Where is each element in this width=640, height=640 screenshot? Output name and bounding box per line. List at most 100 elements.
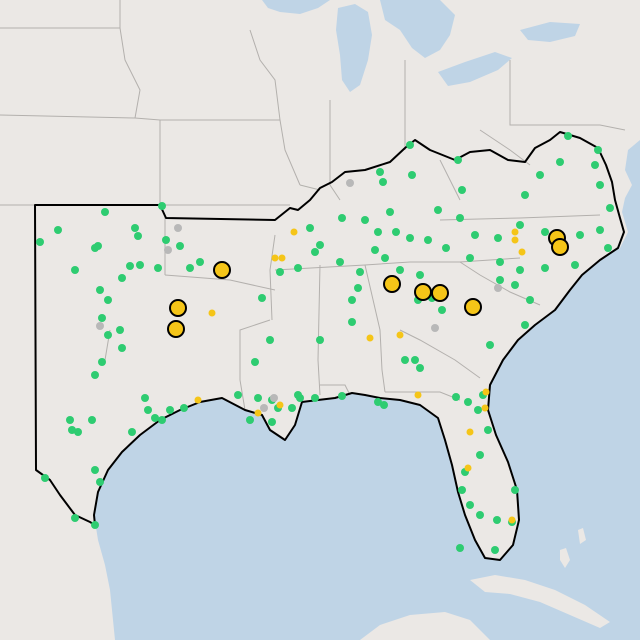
map-marker-green[interactable] xyxy=(442,244,450,252)
map-marker-gray[interactable] xyxy=(174,224,182,232)
map-marker-green[interactable] xyxy=(74,428,82,436)
map-marker-green[interactable] xyxy=(476,511,484,519)
map-marker-green[interactable] xyxy=(336,258,344,266)
map-marker-green[interactable] xyxy=(516,221,524,229)
map-marker-green[interactable] xyxy=(491,546,499,554)
map-marker-green[interactable] xyxy=(66,416,74,424)
map-marker-green[interactable] xyxy=(406,234,414,242)
map-marker-green[interactable] xyxy=(180,404,188,412)
map-marker-large-yellow[interactable] xyxy=(383,275,401,293)
map-marker-large-yellow[interactable] xyxy=(167,320,185,338)
map-marker-green[interactable] xyxy=(288,404,296,412)
map-marker-green[interactable] xyxy=(380,401,388,409)
map-marker-green[interactable] xyxy=(434,206,442,214)
map-marker-large-yellow[interactable] xyxy=(464,298,482,316)
map-marker-green[interactable] xyxy=(526,296,534,304)
map-marker-green[interactable] xyxy=(356,268,364,276)
map-marker-large-yellow[interactable] xyxy=(213,261,231,279)
map-marker-green[interactable] xyxy=(71,266,79,274)
map-marker-green[interactable] xyxy=(136,261,144,269)
map-marker-gray[interactable] xyxy=(431,324,439,332)
map-marker-green[interactable] xyxy=(541,228,549,236)
map-marker-green[interactable] xyxy=(521,191,529,199)
map-marker-yellow[interactable] xyxy=(208,309,216,317)
map-marker-green[interactable] xyxy=(104,296,112,304)
map-marker-green[interactable] xyxy=(311,248,319,256)
map-marker-green[interactable] xyxy=(268,418,276,426)
map-marker-green[interactable] xyxy=(474,406,482,414)
map-marker-green[interactable] xyxy=(311,394,319,402)
map-marker-green[interactable] xyxy=(401,356,409,364)
map-marker-green[interactable] xyxy=(141,394,149,402)
map-marker-yellow[interactable] xyxy=(511,236,519,244)
map-marker-green[interactable] xyxy=(408,171,416,179)
map-marker-green[interactable] xyxy=(371,246,379,254)
map-marker-green[interactable] xyxy=(96,478,104,486)
map-marker-green[interactable] xyxy=(166,406,174,414)
map-marker-green[interactable] xyxy=(454,156,462,164)
map-marker-green[interactable] xyxy=(96,286,104,294)
map-marker-green[interactable] xyxy=(396,266,404,274)
map-marker-yellow[interactable] xyxy=(290,228,298,236)
map-marker-green[interactable] xyxy=(571,261,579,269)
map-marker-green[interactable] xyxy=(476,451,484,459)
map-marker-green[interactable] xyxy=(452,393,460,401)
map-marker-green[interactable] xyxy=(131,224,139,232)
map-marker-green[interactable] xyxy=(41,474,49,482)
map-marker-green[interactable] xyxy=(294,391,302,399)
map-marker-green[interactable] xyxy=(338,214,346,222)
map-marker-green[interactable] xyxy=(94,242,102,250)
map-marker-large-yellow[interactable] xyxy=(431,284,449,302)
map-marker-green[interactable] xyxy=(386,208,394,216)
map-marker-green[interactable] xyxy=(494,234,502,242)
map-marker-green[interactable] xyxy=(594,146,602,154)
map-marker-green[interactable] xyxy=(606,204,614,212)
map-marker-green[interactable] xyxy=(361,216,369,224)
map-marker-green[interactable] xyxy=(116,326,124,334)
map-marker-green[interactable] xyxy=(591,161,599,169)
map-marker-green[interactable] xyxy=(521,321,529,329)
map-marker-gray[interactable] xyxy=(494,284,502,292)
map-marker-green[interactable] xyxy=(511,281,519,289)
map-marker-green[interactable] xyxy=(438,306,446,314)
map-marker-green[interactable] xyxy=(118,274,126,282)
map-marker-green[interactable] xyxy=(604,244,612,252)
map-marker-green[interactable] xyxy=(126,262,134,270)
map-marker-green[interactable] xyxy=(144,406,152,414)
map-marker-yellow[interactable] xyxy=(414,391,422,399)
map-marker-yellow[interactable] xyxy=(366,334,374,342)
map-marker-green[interactable] xyxy=(354,284,362,292)
map-marker-green[interactable] xyxy=(246,416,254,424)
map-marker-green[interactable] xyxy=(596,181,604,189)
map-marker-green[interactable] xyxy=(158,416,166,424)
map-marker-green[interactable] xyxy=(254,394,262,402)
map-marker-green[interactable] xyxy=(379,178,387,186)
map-marker-green[interactable] xyxy=(374,228,382,236)
map-marker-green[interactable] xyxy=(564,132,572,140)
map-marker-gray[interactable] xyxy=(346,179,354,187)
map-marker-green[interactable] xyxy=(294,264,302,272)
map-marker-green[interactable] xyxy=(516,266,524,274)
map-marker-green[interactable] xyxy=(424,236,432,244)
map-marker-green[interactable] xyxy=(258,294,266,302)
map-marker-green[interactable] xyxy=(36,238,44,246)
map-marker-large-yellow[interactable] xyxy=(414,283,432,301)
map-marker-yellow[interactable] xyxy=(466,428,474,436)
map-marker-green[interactable] xyxy=(316,241,324,249)
map-marker-green[interactable] xyxy=(496,258,504,266)
map-marker-green[interactable] xyxy=(471,231,479,239)
map-marker-green[interactable] xyxy=(251,358,259,366)
map-marker-yellow[interactable] xyxy=(278,254,286,262)
map-marker-gray[interactable] xyxy=(164,246,172,254)
map-marker-green[interactable] xyxy=(316,336,324,344)
map-marker-green[interactable] xyxy=(464,398,472,406)
map-marker-green[interactable] xyxy=(151,414,159,422)
map-marker-green[interactable] xyxy=(176,242,184,250)
map-marker-yellow[interactable] xyxy=(518,248,526,256)
map-marker-green[interactable] xyxy=(134,232,142,240)
map-marker-green[interactable] xyxy=(484,426,492,434)
map-marker-green[interactable] xyxy=(486,341,494,349)
map-marker-green[interactable] xyxy=(536,171,544,179)
map-marker-gray[interactable] xyxy=(260,404,268,412)
